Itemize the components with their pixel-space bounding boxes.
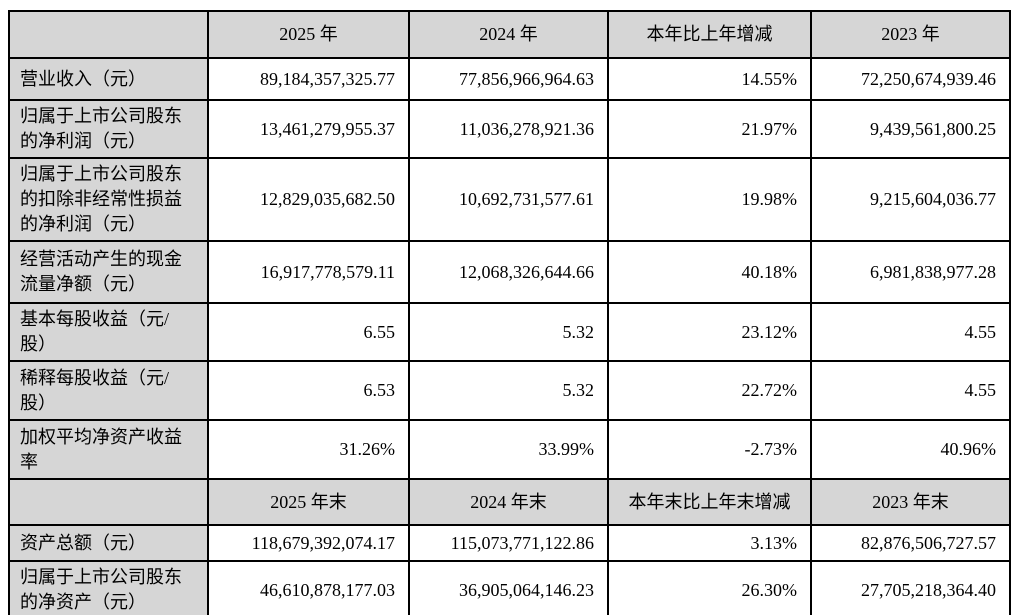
value-2023: 27,705,218,364.40 — [810, 560, 1011, 615]
value-2023: 4.55 — [810, 302, 1011, 362]
table-row-basic-eps: 基本每股收益（元/股） 6.55 5.32 23.12% 4.55 — [8, 302, 1011, 362]
header-cell-2024: 2024 年 — [408, 10, 609, 59]
header-row-annual: 2025 年 2024 年 本年比上年增减 2023 年 — [8, 10, 1011, 59]
table-row-diluted-eps: 稀释每股收益（元/股） 6.53 5.32 22.72% 4.55 — [8, 360, 1011, 421]
header-cell-2025: 2025 年 — [207, 10, 410, 59]
value-change: 23.12% — [607, 302, 812, 362]
table-row-weighted-avg-roe: 加权平均净资产收益率 31.26% 33.99% -2.73% 40.96% — [8, 419, 1011, 480]
table-row-revenue: 营业收入（元） 89,184,357,325.77 77,856,966,964… — [8, 57, 1011, 101]
header-cell-2023: 2023 年 — [810, 10, 1011, 59]
table-row-net-profit-deducted: 归属于上市公司股东的扣除非经常性损益的净利润（元） 12,829,035,682… — [8, 157, 1011, 242]
value-change: 22.72% — [607, 360, 812, 421]
table-row-net-assets: 归属于上市公司股东的净资产（元） 46,610,878,177.03 36,90… — [8, 560, 1011, 615]
row-label: 营业收入（元） — [8, 57, 209, 101]
value-2024: 5.32 — [408, 360, 609, 421]
value-2025: 13,461,279,955.37 — [207, 99, 410, 159]
value-2025: 31.26% — [207, 419, 410, 480]
value-2023: 4.55 — [810, 360, 1011, 421]
header-cell-2025-end: 2025 年末 — [207, 478, 410, 526]
value-2024: 36,905,064,146.23 — [408, 560, 609, 615]
value-change: 21.97% — [607, 99, 812, 159]
value-change: 3.13% — [607, 524, 812, 562]
value-2024: 10,692,731,577.61 — [408, 157, 609, 242]
value-2024: 5.32 — [408, 302, 609, 362]
header-cell-2023-end: 2023 年末 — [810, 478, 1011, 526]
value-2024: 33.99% — [408, 419, 609, 480]
row-label: 加权平均净资产收益率 — [8, 419, 209, 480]
table-row-operating-cash-flow: 经营活动产生的现金流量净额（元） 16,917,778,579.11 12,06… — [8, 240, 1011, 304]
row-label: 归属于上市公司股东的净资产（元） — [8, 560, 209, 615]
table-row-total-assets: 资产总额（元） 118,679,392,074.17 115,073,771,1… — [8, 524, 1011, 562]
value-change: 14.55% — [607, 57, 812, 101]
value-2024: 115,073,771,122.86 — [408, 524, 609, 562]
value-2023: 82,876,506,727.57 — [810, 524, 1011, 562]
header-cell-2024-end: 2024 年末 — [408, 478, 609, 526]
financial-summary-table: 2025 年 2024 年 本年比上年增减 2023 年 营业收入（元） 89,… — [8, 10, 1011, 615]
value-2024: 11,036,278,921.36 — [408, 99, 609, 159]
value-2023: 9,439,561,800.25 — [810, 99, 1011, 159]
value-change: -2.73% — [607, 419, 812, 480]
row-label: 稀释每股收益（元/股） — [8, 360, 209, 421]
header-cell-blank — [8, 478, 209, 526]
row-label: 经营活动产生的现金流量净额（元） — [8, 240, 209, 304]
value-2023: 72,250,674,939.46 — [810, 57, 1011, 101]
header-cell-yearend-change: 本年末比上年末增减 — [607, 478, 812, 526]
value-2023: 9,215,604,036.77 — [810, 157, 1011, 242]
table-row-net-profit: 归属于上市公司股东的净利润（元） 13,461,279,955.37 11,03… — [8, 99, 1011, 159]
row-label: 基本每股收益（元/股） — [8, 302, 209, 362]
header-cell-blank — [8, 10, 209, 59]
header-cell-yoy-change: 本年比上年增减 — [607, 10, 812, 59]
value-2023: 40.96% — [810, 419, 1011, 480]
value-2025: 16,917,778,579.11 — [207, 240, 410, 304]
row-label: 归属于上市公司股东的扣除非经常性损益的净利润（元） — [8, 157, 209, 242]
value-2025: 6.53 — [207, 360, 410, 421]
row-label: 归属于上市公司股东的净利润（元） — [8, 99, 209, 159]
value-2024: 12,068,326,644.66 — [408, 240, 609, 304]
value-2025: 12,829,035,682.50 — [207, 157, 410, 242]
value-change: 40.18% — [607, 240, 812, 304]
value-2025: 89,184,357,325.77 — [207, 57, 410, 101]
row-label: 资产总额（元） — [8, 524, 209, 562]
value-change: 26.30% — [607, 560, 812, 615]
header-row-yearend: 2025 年末 2024 年末 本年末比上年末增减 2023 年末 — [8, 478, 1011, 526]
value-2025: 46,610,878,177.03 — [207, 560, 410, 615]
value-2024: 77,856,966,964.63 — [408, 57, 609, 101]
value-2025: 118,679,392,074.17 — [207, 524, 410, 562]
value-2023: 6,981,838,977.28 — [810, 240, 1011, 304]
value-2025: 6.55 — [207, 302, 410, 362]
value-change: 19.98% — [607, 157, 812, 242]
